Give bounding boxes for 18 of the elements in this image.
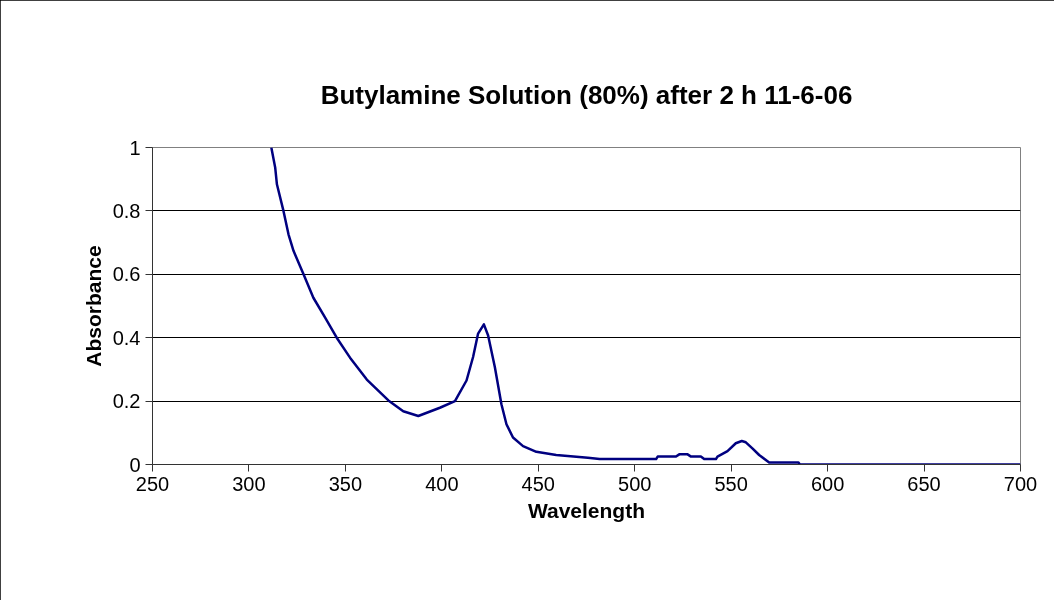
x-tick-label: 450 [521, 472, 555, 495]
x-tick-label: 700 [1003, 472, 1038, 495]
y-tick-label: 1 [129, 136, 141, 159]
x-tick-label: 300 [232, 472, 266, 495]
x-tick-label: 350 [328, 472, 363, 495]
x-axis-title: Wavelength [527, 498, 646, 522]
x-tick-label: 500 [618, 472, 652, 495]
y-tick-label: 0.4 [112, 326, 141, 349]
line-series [270, 147, 1021, 465]
y-tick-label: 0.8 [112, 199, 141, 222]
x-tick-label: 650 [907, 472, 941, 495]
y-tick-label: 0.2 [112, 390, 141, 413]
x-tick-label: 400 [425, 472, 459, 495]
x-tick-label: 550 [714, 472, 748, 495]
x-tick-label: 600 [810, 472, 845, 495]
y-axis-title: Absorbance [81, 245, 105, 367]
y-tick-label: 0.6 [112, 263, 141, 286]
chart-title: Butylamine Solution (80%) after 2 h 11-6-06 [320, 80, 853, 110]
